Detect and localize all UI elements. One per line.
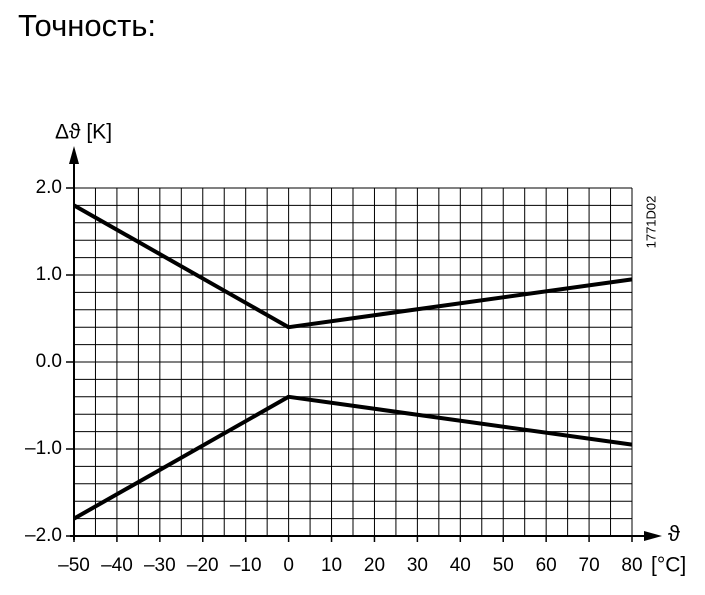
x-tick-label: –40 (101, 555, 133, 576)
y-tick-label: 0.0 (36, 351, 62, 372)
x-tick-label: 0 (283, 555, 294, 576)
chart-title: Точность: (18, 8, 156, 43)
y-tick-label: –1.0 (25, 438, 62, 459)
x-tick-label: 20 (364, 555, 385, 576)
y-tick-label: 2.0 (36, 177, 62, 198)
x-tick-label: –30 (144, 555, 176, 576)
y-tick-label: –2.0 (25, 525, 62, 546)
x-tick-label: 30 (407, 555, 428, 576)
x-tick-label: 40 (450, 555, 471, 576)
x-tick-label: 80 (621, 555, 642, 576)
data-line (73, 394, 633, 521)
x-tick-label: 10 (321, 555, 342, 576)
x-tick-label: –10 (230, 555, 262, 576)
figure-code: 1771D02 (643, 196, 658, 249)
y-tick-label: 1.0 (36, 264, 62, 285)
x-tick-label: –20 (187, 555, 219, 576)
axes (69, 146, 662, 541)
x-tick-label: –50 (58, 555, 90, 576)
x-arrow (644, 531, 662, 541)
x-tick-label: 50 (493, 555, 514, 576)
y-axis-label: Δϑ [K] (55, 121, 112, 144)
x-axis-label: ϑ (668, 521, 680, 546)
x-tick-label: 70 (579, 555, 600, 576)
y-arrow (69, 146, 79, 164)
x-axis-unit: [°C] (651, 554, 686, 577)
data-line (73, 203, 633, 330)
x-tick-label: 60 (536, 555, 557, 576)
